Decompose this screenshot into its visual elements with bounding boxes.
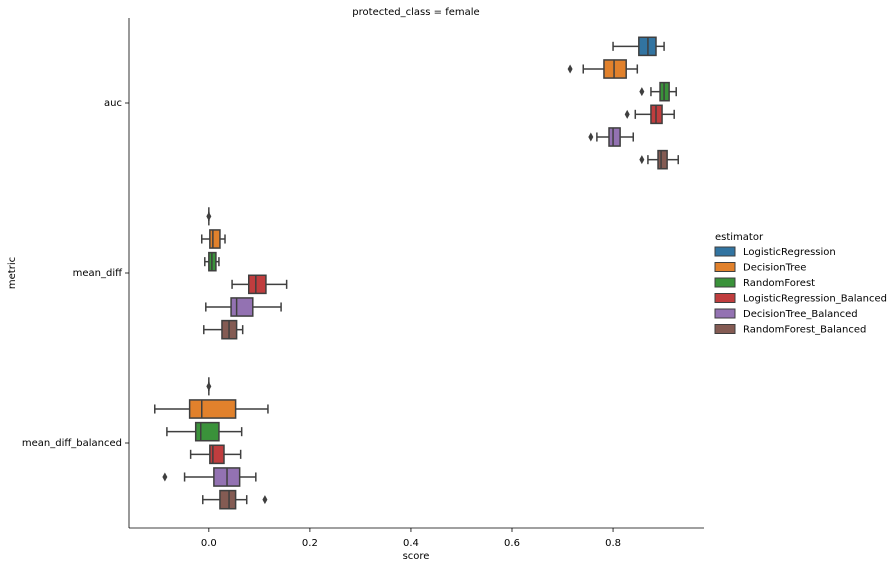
- legend-swatch: [714, 246, 736, 257]
- box: [219, 489, 237, 510]
- outlier: [162, 472, 168, 482]
- box: [209, 444, 225, 465]
- box: [603, 59, 627, 79]
- box: [188, 399, 237, 419]
- outlier: [206, 211, 212, 221]
- legend-swatch: [714, 293, 736, 303]
- chart-title: protected_class = female: [352, 7, 479, 18]
- x-axis-label: score: [403, 551, 430, 562]
- legend-label: RandomForest: [743, 278, 815, 289]
- box: [657, 149, 668, 170]
- outlier: [262, 495, 268, 505]
- legend-label: LogisticRegression_Balanced: [743, 294, 887, 305]
- legend-swatch: [714, 308, 736, 319]
- x-tick-label: 0.2: [302, 538, 318, 549]
- box: [608, 127, 621, 147]
- legend-title: estimator: [715, 232, 764, 243]
- box: [194, 421, 220, 442]
- outlier: [639, 155, 645, 165]
- outlier: [624, 109, 630, 119]
- legend-label: RandomForest_Balanced: [743, 325, 866, 336]
- x-tick-label: 0.0: [201, 538, 217, 549]
- y-tick-label: mean_diff_balanced: [22, 438, 122, 449]
- legend-swatch: [714, 262, 736, 272]
- outlier: [588, 132, 594, 142]
- box: [230, 297, 254, 317]
- x-tick-label: 0.4: [403, 538, 419, 549]
- x-tick-label: 0.8: [605, 538, 621, 549]
- y-axis-label: metric: [7, 257, 18, 289]
- y-tick-label: mean_diff: [73, 268, 123, 279]
- outlier: [567, 64, 573, 74]
- y-tick-label: auc: [104, 98, 122, 109]
- x-tick-label: 0.6: [504, 538, 520, 549]
- legend-label: DecisionTree: [743, 263, 806, 274]
- box: [209, 229, 221, 249]
- legend-swatch: [714, 324, 736, 334]
- outlier: [639, 87, 645, 97]
- legend-swatch: [714, 277, 736, 288]
- box: [247, 274, 267, 295]
- legend-label: DecisionTree_Balanced: [743, 309, 858, 320]
- legend-label: LogisticRegression: [743, 247, 836, 258]
- outlier: [206, 381, 212, 391]
